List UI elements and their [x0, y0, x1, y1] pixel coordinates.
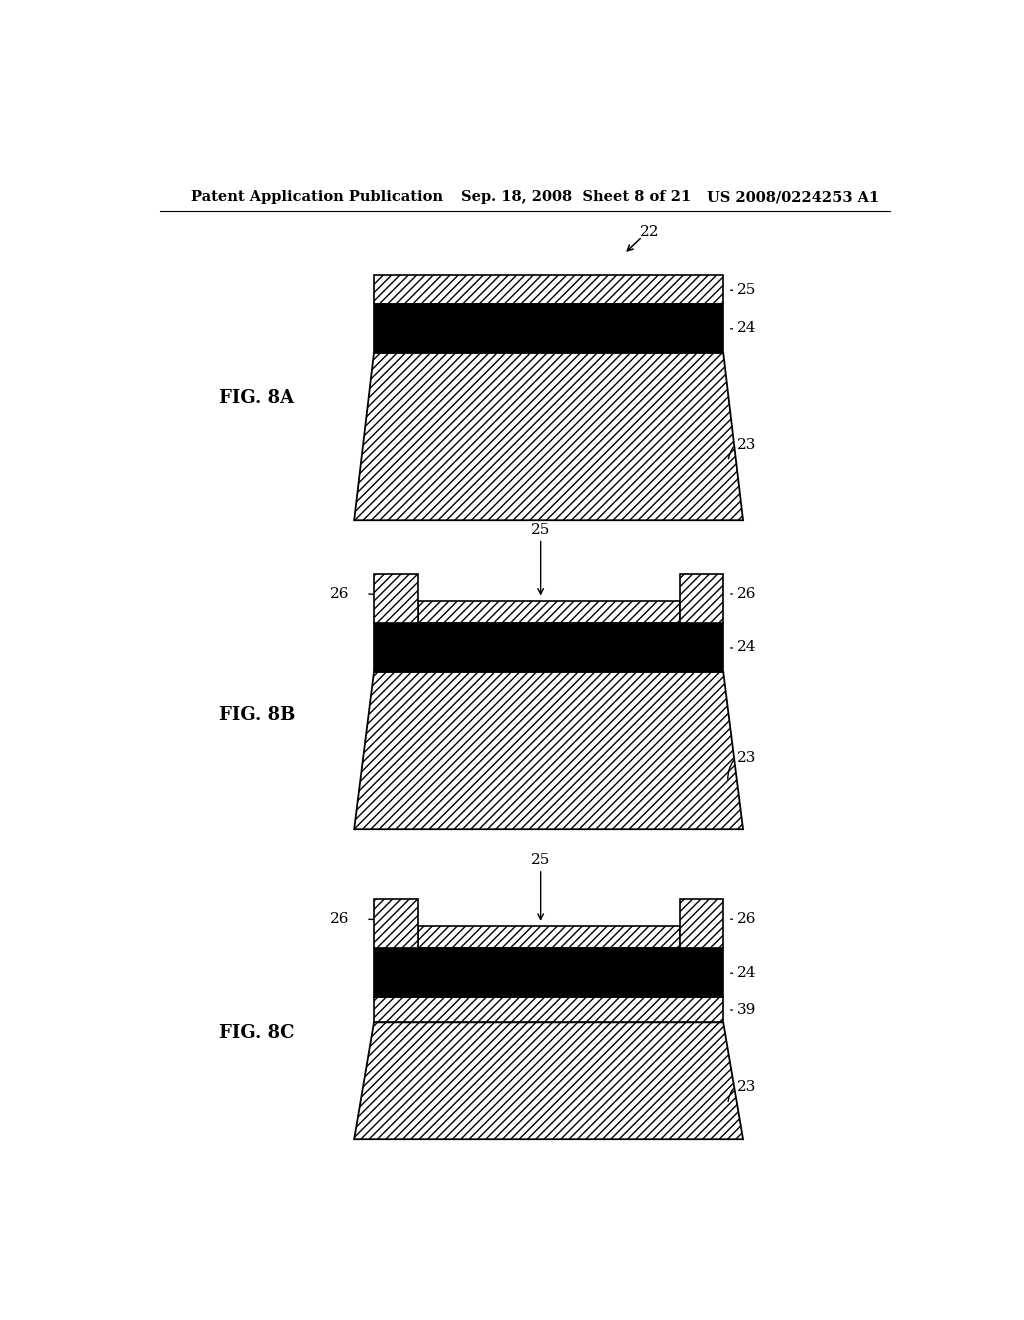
- Polygon shape: [354, 352, 743, 520]
- Bar: [680, 899, 723, 948]
- Bar: [418, 925, 680, 948]
- Text: 24: 24: [736, 640, 756, 655]
- Bar: [374, 276, 723, 304]
- Text: 25: 25: [531, 523, 550, 536]
- Text: 22: 22: [640, 224, 659, 239]
- Bar: [374, 899, 418, 948]
- Text: 25: 25: [736, 282, 756, 297]
- Text: 39: 39: [736, 1003, 756, 1016]
- Text: 25: 25: [531, 853, 550, 867]
- Text: FIG. 8B: FIG. 8B: [219, 706, 296, 723]
- Text: US 2008/0224253 A1: US 2008/0224253 A1: [708, 190, 880, 205]
- Text: Sep. 18, 2008  Sheet 8 of 21: Sep. 18, 2008 Sheet 8 of 21: [461, 190, 691, 205]
- Bar: [418, 601, 680, 623]
- Text: 23: 23: [736, 1080, 756, 1094]
- Bar: [374, 997, 723, 1022]
- Text: Patent Application Publication: Patent Application Publication: [191, 190, 443, 205]
- Bar: [374, 574, 418, 623]
- Text: 26: 26: [331, 912, 350, 925]
- Text: 23: 23: [736, 751, 756, 766]
- Text: 24: 24: [736, 965, 756, 979]
- Text: 26: 26: [331, 586, 350, 601]
- Polygon shape: [354, 672, 743, 829]
- Text: FIG. 8C: FIG. 8C: [219, 1023, 295, 1041]
- Bar: [680, 574, 723, 623]
- Bar: [374, 948, 723, 997]
- Text: 23: 23: [736, 438, 756, 451]
- Polygon shape: [354, 1022, 743, 1139]
- Bar: [374, 304, 723, 352]
- Text: 24: 24: [736, 321, 756, 335]
- Text: FIG. 8A: FIG. 8A: [219, 389, 294, 407]
- Bar: [374, 623, 723, 672]
- Text: 26: 26: [736, 912, 756, 925]
- Text: 26: 26: [736, 586, 756, 601]
